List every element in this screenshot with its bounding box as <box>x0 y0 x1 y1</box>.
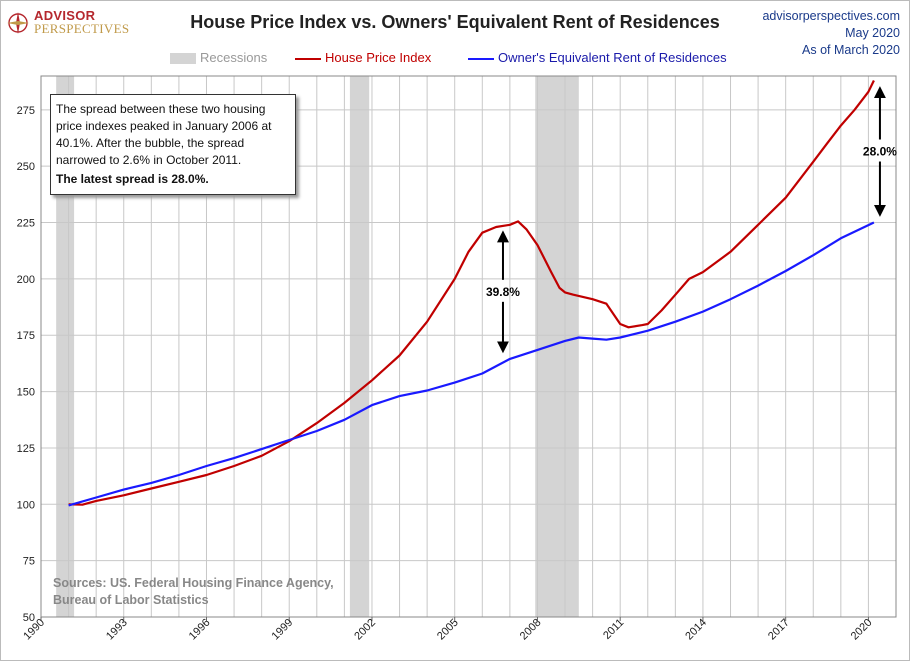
sources-note: Sources: US. Federal Housing Finance Age… <box>53 575 334 609</box>
spread-note-latest: The latest spread is 28.0%. <box>56 172 209 186</box>
logo-text-bottom: PERSPECTIVES <box>34 21 130 36</box>
x-tick-label: 2008 <box>518 617 544 643</box>
y-tick-label: 50 <box>23 612 35 624</box>
x-tick-label: 2005 <box>435 617 461 643</box>
y-tick-label: 225 <box>17 218 35 230</box>
x-tick-label: 1999 <box>270 617 296 643</box>
y-tick-label: 200 <box>17 274 35 286</box>
oer-line <box>68 221 875 507</box>
legend-swatch-recessions <box>170 53 196 64</box>
x-tick-label: 2017 <box>766 617 792 643</box>
legend-swatch-hpi <box>295 58 321 60</box>
x-tick-label: 2020 <box>849 617 875 643</box>
sources-line-1: Sources: US. Federal Housing Finance Age… <box>53 576 334 590</box>
y-tick-label: 150 <box>17 387 35 399</box>
x-tick-label: 2014 <box>683 617 709 643</box>
spread-label: 28.0% <box>863 145 897 159</box>
sources-line-2: Bureau of Labor Statistics <box>53 593 209 607</box>
publisher-site: advisorperspectives.com <box>762 9 900 23</box>
advisor-perspectives-logo: ADVISOR PERSPECTIVES <box>6 8 146 42</box>
legend-label-oer: Owner's Equivalent Rent of Residences <box>498 50 727 65</box>
hpi-line <box>68 80 875 506</box>
recession-band-2 <box>535 76 579 617</box>
legend-label-recessions: Recessions <box>200 50 268 65</box>
y-tick-label: 275 <box>17 105 35 117</box>
y-tick-label: 125 <box>17 443 35 455</box>
logo-text-top: ADVISOR <box>34 8 96 23</box>
compass-icon <box>7 12 29 34</box>
x-tick-label: 2002 <box>352 617 378 643</box>
spread-note-body: The spread between these two housing pri… <box>56 102 272 167</box>
publish-date: May 2020 <box>845 26 900 40</box>
x-tick-label: 2011 <box>601 617 626 642</box>
recession-band-0 <box>56 76 75 617</box>
y-tick-label: 100 <box>17 499 35 511</box>
spread-label: 39.8% <box>486 285 520 299</box>
y-tick-label: 175 <box>17 330 35 342</box>
legend-swatch-oer <box>468 58 494 60</box>
y-tick-label: 250 <box>17 161 35 173</box>
plot-frame <box>40 75 897 618</box>
as-of-date: As of March 2020 <box>802 43 900 57</box>
x-tick-label: 1993 <box>104 617 130 643</box>
x-tick-label: 1996 <box>187 617 213 643</box>
publisher-info: advisorperspectives.com May 2020 As of M… <box>762 8 900 59</box>
y-tick-label: 75 <box>23 556 35 568</box>
recession-band-1 <box>349 76 370 617</box>
legend-label-hpi: House Price Index <box>325 50 432 65</box>
spread-note-box: The spread between these two housing pri… <box>50 94 296 195</box>
chart-title: House Price Index vs. Owners' Equivalent… <box>190 12 720 32</box>
